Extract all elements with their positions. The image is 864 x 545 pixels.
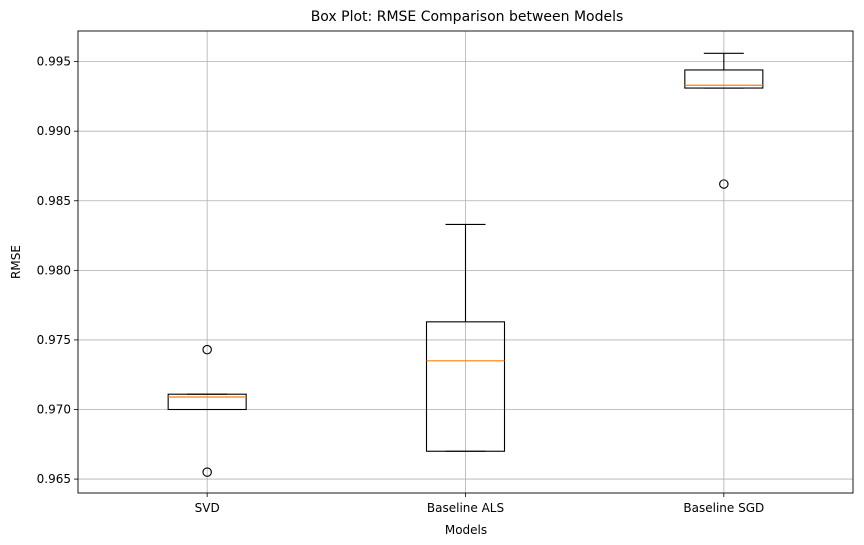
box-baseline-als [425, 223, 506, 452]
x-axis-ticks: SVD Baseline ALS Baseline SGD [195, 493, 764, 515]
y-tick-label: 0.980 [37, 263, 71, 277]
y-tick-label: 0.970 [37, 403, 71, 417]
box-svd [167, 344, 247, 477]
y-tick-label: 0.990 [37, 124, 71, 138]
y-tick-label: 0.965 [37, 472, 71, 486]
box-iqr [684, 69, 764, 89]
y-axis-ticks: 0.965 0.970 0.975 0.980 0.985 0.990 0.995 [37, 55, 78, 486]
y-axis-label: RMSE [9, 245, 23, 279]
x-tick-label: Baseline SGD [683, 501, 764, 515]
x-tick-label: SVD [195, 501, 220, 515]
y-tick-label: 0.995 [37, 55, 71, 69]
x-tick-label: Baseline ALS [427, 501, 504, 515]
chart-title: Box Plot: RMSE Comparison between Models [311, 9, 624, 25]
outlier-point [202, 467, 212, 477]
y-tick-label: 0.975 [37, 333, 71, 347]
outlier-point [202, 344, 212, 355]
box-iqr [167, 393, 247, 411]
x-axis-label: Models [445, 523, 487, 537]
outlier-point [719, 179, 729, 189]
box-baseline-sgd [684, 52, 764, 189]
boxes [167, 52, 764, 477]
y-tick-label: 0.985 [37, 194, 71, 208]
box-iqr [425, 321, 506, 452]
